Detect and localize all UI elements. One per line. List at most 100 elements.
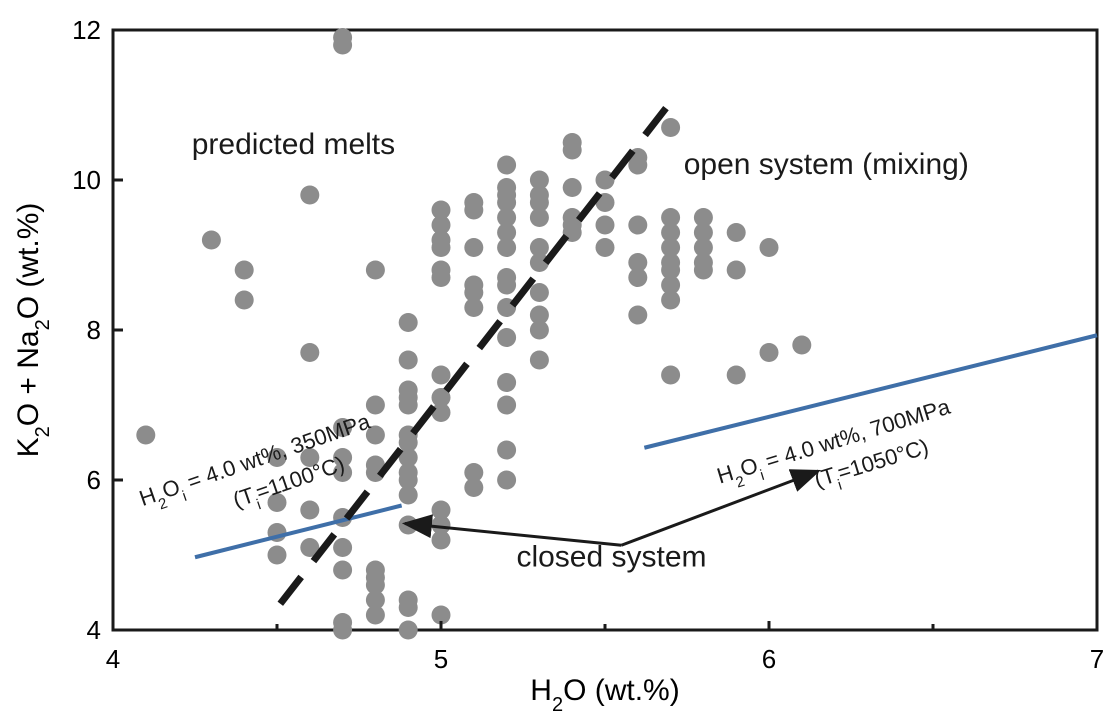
data-point-105: [628, 155, 648, 175]
data-point-43: [398, 485, 418, 505]
data-point-5: [267, 493, 287, 512]
data-point-103: [595, 238, 615, 257]
data-point-53: [431, 268, 451, 287]
data-point-39: [398, 433, 418, 452]
data-point-89: [529, 253, 549, 272]
data-point-80: [497, 373, 517, 392]
data-point-30: [365, 575, 385, 595]
data-point-116: [661, 275, 681, 295]
data-point-20: [333, 560, 353, 580]
data-point-118: [661, 365, 681, 385]
y-tick-label-8: 8: [87, 315, 101, 345]
dashed-divider-line: [277, 91, 680, 606]
x-tick-label-5: 5: [434, 644, 448, 674]
data-point-31: [365, 590, 385, 610]
data-point-67: [464, 463, 484, 482]
data-point-15: [333, 418, 353, 437]
data-point-111: [661, 208, 681, 227]
data-point-14: [333, 35, 353, 55]
x-tick-label-4: 4: [106, 644, 120, 674]
data-point-12: [300, 538, 320, 557]
data-point-33: [398, 313, 418, 332]
data-point-109: [628, 305, 648, 325]
data-point-90: [529, 283, 549, 302]
data-point-119: [693, 208, 713, 227]
data-point-87: [529, 208, 549, 227]
data-point-112: [661, 223, 681, 242]
data-point-0: [136, 425, 156, 445]
data-point-65: [464, 283, 484, 302]
y-tick-label-4: 4: [87, 615, 101, 645]
data-point-96: [562, 178, 582, 197]
annotation-open-system: open system (mixing): [684, 148, 969, 181]
data-point-62: [464, 200, 484, 220]
model-label-700mpa: H2Oi = 4.0 wt%, 700MPa (Ti=1050°C): [714, 394, 954, 494]
data-point-68: [464, 478, 484, 497]
data-point-86: [529, 193, 549, 212]
data-point-106: [628, 215, 648, 235]
data-point-91: [529, 305, 549, 325]
data-point-42: [398, 470, 418, 490]
data-point-7: [267, 545, 287, 565]
axis-ticks: 4 5 6 7 4 6 8 10 12: [72, 15, 1104, 674]
model-line-0: [194, 503, 403, 560]
model-lines: [194, 91, 1098, 606]
data-point-102: [595, 215, 615, 235]
data-point-127: [759, 238, 779, 257]
y-axis-title: K2O + Na2O (wt.%): [12, 203, 54, 458]
data-point-11: [300, 500, 320, 520]
data-point-75: [497, 238, 517, 257]
data-point-25: [365, 425, 385, 445]
data-point-10: [300, 448, 320, 467]
data-point-81: [497, 395, 517, 415]
data-point-51: [431, 238, 451, 257]
data-point-117: [661, 290, 681, 310]
data-point-128: [759, 343, 779, 362]
data-point-48: [431, 200, 451, 220]
arrow-1: [620, 469, 822, 547]
x-axis-title: H2O (wt.%): [530, 674, 679, 714]
arrow-0: [401, 514, 622, 547]
data-point-69: [497, 155, 517, 175]
model-line-1: [643, 333, 1098, 450]
data-point-17: [333, 463, 353, 482]
data-point-125: [726, 260, 746, 280]
data-point-72: [497, 193, 517, 212]
data-point-24: [365, 395, 385, 415]
x-tick-label-6: 6: [762, 644, 776, 674]
data-point-4: [267, 448, 287, 467]
data-point-123: [693, 260, 713, 280]
data-point-57: [431, 500, 451, 520]
data-point-23: [365, 260, 385, 280]
data-point-88: [529, 238, 549, 257]
data-point-92: [529, 320, 549, 340]
data-point-37: [398, 395, 418, 415]
y-tick-label-12: 12: [72, 15, 101, 45]
data-point-108: [628, 268, 648, 287]
data-point-95: [562, 140, 582, 160]
data-point-8: [300, 185, 320, 205]
data-point-47: [398, 620, 418, 640]
data-point-120: [693, 223, 713, 242]
annotation-closed-system: closed system: [516, 540, 706, 573]
data-point-73: [497, 208, 517, 227]
data-point-79: [497, 328, 517, 347]
data-point-74: [497, 223, 517, 242]
data-point-115: [661, 260, 681, 280]
arrows: [401, 469, 822, 547]
data-point-56: [431, 403, 451, 422]
data-point-84: [529, 170, 549, 190]
data-point-3: [234, 290, 254, 310]
data-point-59: [431, 530, 451, 550]
data-point-22: [333, 620, 353, 640]
data-point-54: [431, 365, 451, 385]
data-point-63: [464, 238, 484, 257]
data-point-66: [464, 298, 484, 317]
data-point-49: [431, 215, 451, 235]
data-point-124: [726, 223, 746, 242]
data-point-19: [333, 538, 353, 557]
data-point-27: [365, 463, 385, 482]
data-point-58: [431, 515, 451, 535]
data-point-34: [398, 350, 418, 370]
